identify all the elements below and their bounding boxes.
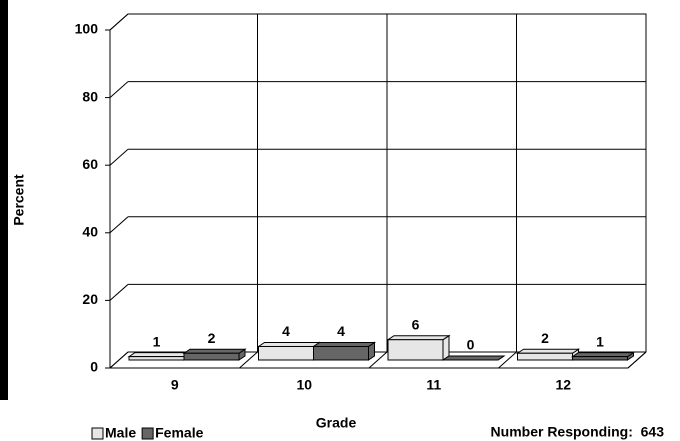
bar <box>570 351 636 361</box>
bar <box>441 355 506 361</box>
bar <box>311 341 377 361</box>
y-tick-label: 100 <box>75 21 99 37</box>
bar-front <box>313 345 369 361</box>
y-tick-label: 60 <box>82 156 98 172</box>
floor-divider <box>498 351 517 369</box>
legend-swatch <box>141 427 154 440</box>
grid-line-side <box>109 148 129 166</box>
x-tick-label: 10 <box>296 377 312 393</box>
value-label: 0 <box>467 337 475 353</box>
bar-top <box>386 335 451 341</box>
legend-label: Male <box>105 425 136 441</box>
bar-top <box>311 341 377 347</box>
bar-front <box>387 339 444 361</box>
left-border <box>0 0 8 400</box>
value-label: 1 <box>153 333 161 349</box>
legend-swatch <box>91 427 104 440</box>
y-axis-label: Percent <box>11 174 27 226</box>
floor-divider <box>239 351 258 369</box>
bar-top <box>127 352 192 358</box>
annotation: Number Responding: 643 <box>491 424 665 440</box>
grid-line-side <box>109 284 129 301</box>
bar <box>127 351 192 361</box>
bar-front <box>128 356 185 361</box>
y-tick-label: 40 <box>82 224 98 240</box>
y-tick-label: 20 <box>82 291 98 307</box>
bar-top <box>441 355 506 361</box>
floor-divider <box>368 351 388 369</box>
floor-divider <box>627 351 647 369</box>
value-label: 2 <box>541 330 549 346</box>
bar-front <box>183 352 240 361</box>
x-tick-label: 11 <box>426 377 441 393</box>
value-label: 1 <box>596 333 604 349</box>
legend-label: Female <box>155 425 203 441</box>
value-label: 4 <box>337 323 345 339</box>
y-tick-label: 0 <box>90 359 98 375</box>
y-tick-label: 80 <box>82 88 98 104</box>
bar-top <box>256 341 322 347</box>
value-label: 6 <box>412 316 420 332</box>
bar <box>515 348 581 361</box>
bar-top <box>515 348 581 354</box>
x-tick-label: 9 <box>171 377 179 393</box>
bar <box>182 348 247 361</box>
x-axis-label: Grade <box>316 415 357 431</box>
bar <box>256 341 322 361</box>
grid-line-side <box>109 351 129 369</box>
bar-front <box>258 345 314 361</box>
bar-top <box>182 348 247 354</box>
value-label: 4 <box>282 323 290 339</box>
grid-line-side <box>109 81 129 98</box>
bar-front <box>517 352 573 361</box>
grid-line-side <box>109 216 129 234</box>
bar <box>386 334 451 361</box>
x-tick-label: 12 <box>555 377 571 393</box>
back-wall <box>109 13 647 352</box>
bar-top <box>570 352 636 358</box>
grid-line-side <box>109 13 129 31</box>
value-label: 2 <box>208 330 216 346</box>
bar-front <box>572 356 628 361</box>
